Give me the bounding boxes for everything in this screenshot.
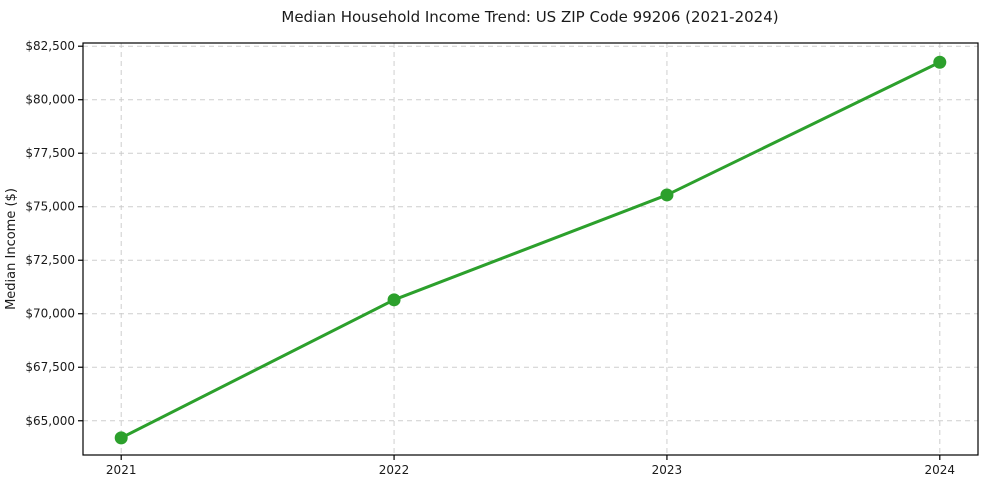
y-tick-label: $67,500: [25, 360, 75, 374]
y-tick-label: $65,000: [25, 414, 75, 428]
x-tick-label: 2022: [379, 463, 410, 477]
y-axis-label: Median Income ($): [4, 188, 19, 310]
data-point-2022: [387, 293, 401, 307]
y-tick-label: $70,000: [25, 307, 75, 321]
y-tick-label: $82,500: [25, 39, 75, 53]
x-tick-label: 2023: [652, 463, 683, 477]
trend-line: [119, 60, 942, 440]
y-tick-label: $72,500: [25, 253, 75, 267]
chart-layers: 2021 2022 2023 2024 $65,000 $67,500 $70,000 $72…: [25, 39, 979, 477]
plot-frame: [82, 42, 979, 456]
chart-title: Median Household Income Trend: US ZIP Co…: [281, 8, 778, 26]
x-tick-label: 2024: [925, 463, 956, 477]
data-point-2024: [933, 55, 947, 69]
data-point-2021: [114, 431, 128, 445]
x-tick-label: 2021: [106, 463, 137, 477]
y-tick-label: $77,500: [25, 146, 75, 160]
data-point-2023: [660, 188, 674, 202]
y-tick-label: $80,000: [25, 93, 75, 107]
y-tick-label: $75,000: [25, 200, 75, 214]
